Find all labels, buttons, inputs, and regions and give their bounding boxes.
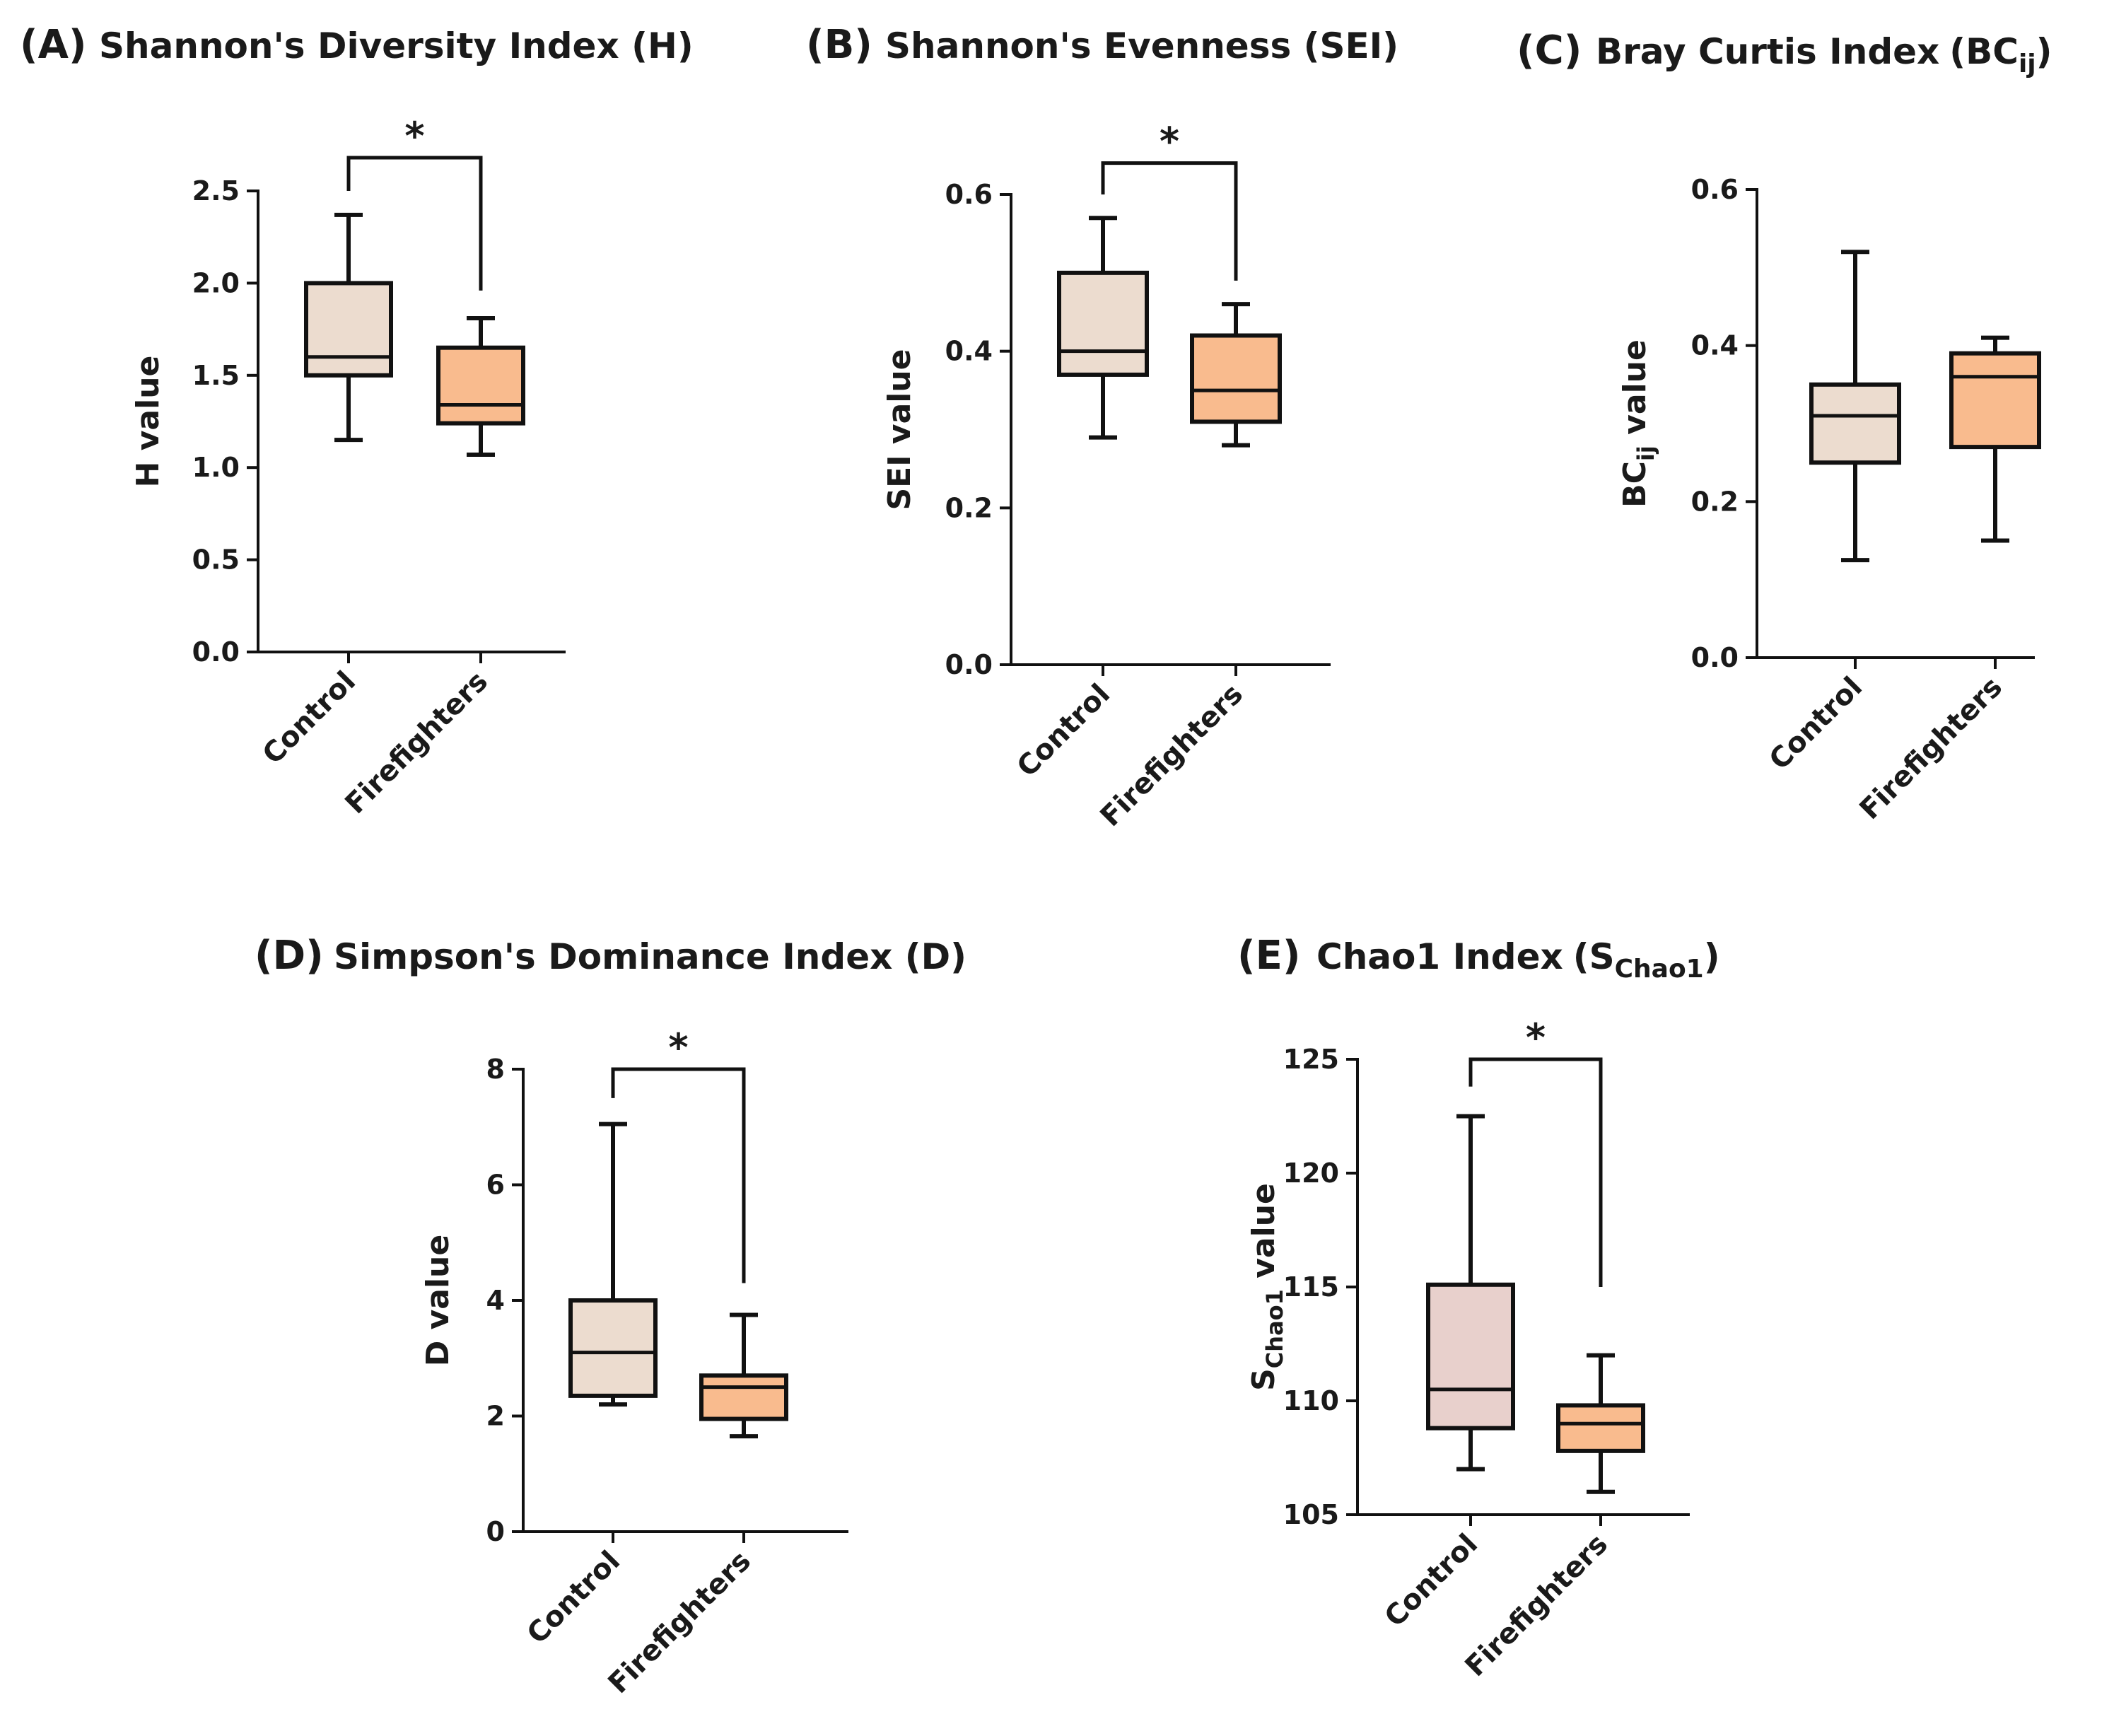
box-iqr — [1426, 1282, 1515, 1431]
box-iqr — [1057, 270, 1149, 377]
panel-title: Shannon's Evenness (SEI) — [885, 25, 1398, 66]
panel-letter: (C) — [1517, 28, 1582, 74]
significance-bracket — [346, 156, 483, 291]
significance-star: * — [668, 1025, 688, 1070]
y-tick-label: 0.6 — [945, 179, 993, 210]
panel-title-text: Chao1 Index — [1316, 936, 1563, 977]
x-tick-label-firefighters: Firefighters — [1854, 671, 2009, 827]
y-axis-label: BCij value — [1617, 339, 1659, 508]
chart-panel-e: (E) Chao1 Index (SChao1)105110115120125SCh… — [1237, 933, 1720, 1683]
x-tick-label-control: Control — [1379, 1528, 1484, 1633]
y-tick-label: 0.0 — [192, 636, 240, 668]
x-tick-label-control: Control — [1011, 678, 1116, 783]
y-axis-label-subscript: Chao1 — [1261, 1289, 1288, 1368]
panel-title-subscript: Chao1 — [1615, 955, 1704, 984]
y-tick-label: 110 — [1283, 1385, 1339, 1416]
panel-title-sub: (S — [1573, 936, 1615, 977]
box-iqr — [699, 1373, 788, 1421]
y-tick-label: 0.0 — [1691, 642, 1739, 673]
y-tick-label: 0.5 — [192, 544, 240, 576]
y-axis-label: D value — [420, 1235, 456, 1366]
box-control — [1809, 250, 1901, 669]
y-tick-label: 0 — [486, 1516, 505, 1547]
y-tick-label: 4 — [486, 1285, 505, 1316]
y-tick-label: 6 — [486, 1170, 505, 1201]
box-iqr — [436, 345, 525, 426]
panel-title-subscript: ij — [2019, 49, 2036, 78]
y-axis-label-subscript: ij — [1633, 445, 1659, 461]
y-tick-label: 1.0 — [192, 452, 240, 483]
box-control — [304, 212, 393, 663]
y-tick-label: 8 — [486, 1054, 505, 1085]
significance-star: * — [1160, 120, 1179, 164]
y-tick-label: 120 — [1283, 1158, 1339, 1189]
y-tick-label: 0.6 — [1691, 174, 1739, 205]
box-control — [1057, 216, 1149, 676]
chart-panel-a: (A) Shannon's Diversity Index (H) 0.0 0.5 1.… — [20, 22, 694, 820]
significance-star: * — [404, 114, 424, 158]
box-firefighters — [436, 315, 525, 663]
y-axis-label-rest: value — [1246, 1183, 1282, 1289]
y-tick-label: 0.4 — [1691, 330, 1739, 361]
panel-title-close: ) — [1704, 936, 1720, 977]
box-firefighters — [1949, 335, 2041, 669]
y-tick-label: 105 — [1283, 1499, 1339, 1530]
box-control — [1426, 1114, 1515, 1526]
panel-letter: (B) — [806, 22, 872, 68]
panel-letter: (A) — [20, 22, 87, 68]
y-axis-label: SEI value — [882, 349, 918, 510]
y-tick-label: 125 — [1283, 1044, 1339, 1075]
x-tick-label-firefighters: Firefighters — [1094, 678, 1250, 834]
panel-title-text: Shannon's Evenness (SEI) — [885, 25, 1398, 66]
y-tick-label: 0.0 — [945, 649, 993, 680]
panel-letter: (E) — [1237, 933, 1300, 979]
y-axis-label: H value — [130, 356, 166, 488]
box-control — [568, 1122, 658, 1543]
box-iqr — [1949, 351, 2041, 450]
y-axis-label-main: BC — [1617, 461, 1653, 508]
panel-title-text: Bray Curtis Index — [1596, 31, 1939, 72]
panel-title: Simpson's Dominance Index (D) — [334, 936, 967, 977]
box-firefighters — [699, 1312, 788, 1543]
x-tick-label-firefighters: Firefighters — [339, 665, 495, 821]
box-iqr — [1809, 382, 1901, 465]
significance-bracket — [1101, 161, 1238, 281]
x-tick-label-control: Control — [257, 665, 362, 771]
chart-panel-c: (C) Bray Curtis Index (BCij)0.00.20.40.6BC… — [1517, 28, 2052, 826]
panel-title-close: ) — [2036, 31, 2052, 72]
significance-bracket — [611, 1067, 746, 1283]
y-tick-label: 0.2 — [1691, 486, 1739, 517]
box-firefighters — [1556, 1353, 1645, 1526]
panel-title-text: Shannon's Diversity Index (H) — [99, 25, 694, 66]
x-tick-label-control: Control — [1763, 671, 1869, 776]
y-tick-label: 1.5 — [192, 360, 240, 391]
box-iqr — [304, 281, 393, 378]
y-tick-label: 2.0 — [192, 267, 240, 298]
y-axis-label-main: S — [1246, 1368, 1282, 1391]
panel-letter: (D) — [255, 933, 324, 979]
y-tick-label: 0.2 — [945, 492, 993, 523]
box-iqr — [568, 1298, 658, 1398]
significance-star: * — [1526, 1015, 1546, 1060]
chart-panel-b: (B) Shannon's Evenness (SEI) 0.0 0.2 0.4 0.6 S… — [806, 22, 1398, 833]
y-tick-label: 2.5 — [192, 175, 240, 206]
panel-title: Bray Curtis Index (BCij) — [1596, 31, 2052, 78]
panel-title: Chao1 Index (SChao1) — [1316, 936, 1720, 984]
panel-title-sub: (BC — [1949, 31, 2019, 72]
y-tick-label: 2 — [486, 1401, 505, 1432]
significance-bracket — [1468, 1057, 1603, 1287]
x-tick-label-control: Control — [521, 1545, 626, 1650]
y-tick-label: 115 — [1283, 1271, 1339, 1303]
box-firefighters — [1190, 302, 1282, 676]
y-axis-label: SChao1 value — [1246, 1183, 1288, 1391]
panel-title: Shannon's Diversity Index (H) — [99, 25, 694, 66]
panel-title-text: Simpson's Dominance Index (D) — [334, 936, 967, 977]
box-iqr — [1556, 1403, 1645, 1453]
y-axis-label-rest: value — [1617, 339, 1653, 445]
box-iqr — [1190, 333, 1282, 424]
y-tick-label: 0.4 — [945, 336, 993, 367]
chart-panel-d: (D) Simpson's Dominance Index (D) 0 2 4 6 8 D v… — [255, 933, 967, 1700]
